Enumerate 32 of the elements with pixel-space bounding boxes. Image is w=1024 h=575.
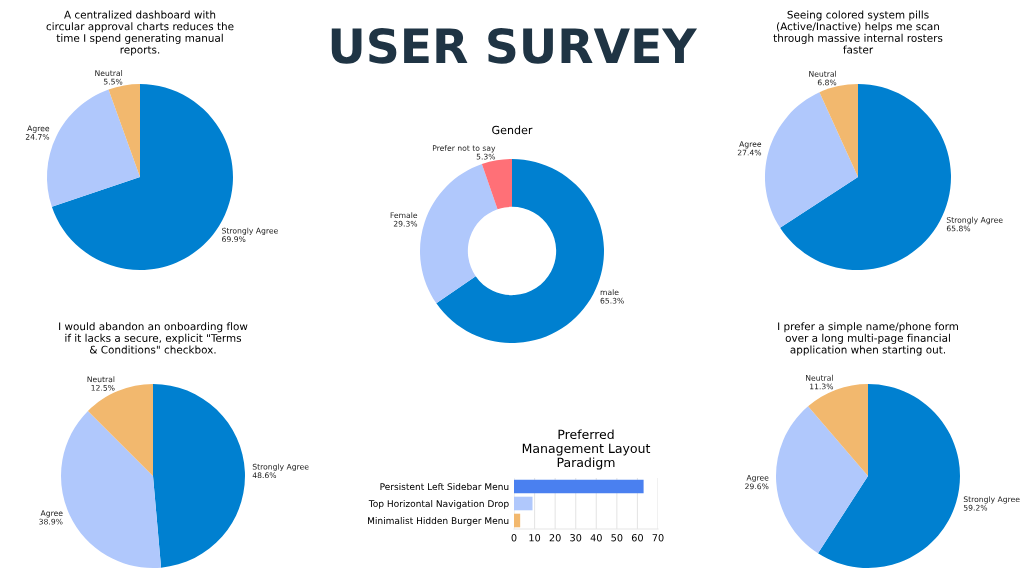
bar <box>514 479 644 494</box>
pie-slice <box>61 410 162 568</box>
chart-title: A centralized dashboard with circular approval charts reduces the time I spend generating manual reports. <box>46 10 234 56</box>
pie-slice <box>108 84 140 177</box>
x-tick-label: 10 <box>529 534 541 542</box>
x-tick-label: 70 <box>652 534 664 542</box>
chart-title: I prefer a simple name/phone form over a long multi-page financial application when starting out. <box>778 322 958 356</box>
bar <box>514 513 521 528</box>
pie-slice <box>808 384 868 476</box>
pie-slice <box>47 89 140 207</box>
x-tick-label: 50 <box>611 534 623 542</box>
pie-slice <box>153 384 245 568</box>
x-tick-label: 60 <box>631 534 643 542</box>
donut-slice <box>481 159 512 210</box>
chart-title: I would abandon an onboarding flow if it lacks a secure, explicit "Terms & Conditions" checkbox. <box>59 322 248 354</box>
x-tick-label: 0 <box>511 534 517 542</box>
donut-slice <box>420 164 498 304</box>
pie-slice <box>765 92 858 228</box>
x-tick-label: 30 <box>570 534 582 542</box>
y-tick-label: Persistent Left Sidebar Menu <box>380 483 509 491</box>
pie-slice <box>819 84 858 177</box>
chart-title: Seeing colored system pills (Active/Inactive) helps me scan through massive internal rosters faster <box>773 10 943 54</box>
x-tick-label: 20 <box>549 534 561 542</box>
y-tick-label: Minimalist Hidden Burger Menu <box>368 517 509 526</box>
chart-title: Gender <box>492 125 533 135</box>
text: USER SURVEY <box>331 27 698 64</box>
y-tick-label: Top Horizontal Navigation Drop <box>368 500 509 509</box>
chart-title: Preferred Management Layout Paradigm <box>522 429 651 470</box>
pie-slice <box>776 406 868 554</box>
bar <box>514 496 533 511</box>
pie-slice <box>87 384 153 476</box>
x-tick-label: 40 <box>590 534 602 542</box>
